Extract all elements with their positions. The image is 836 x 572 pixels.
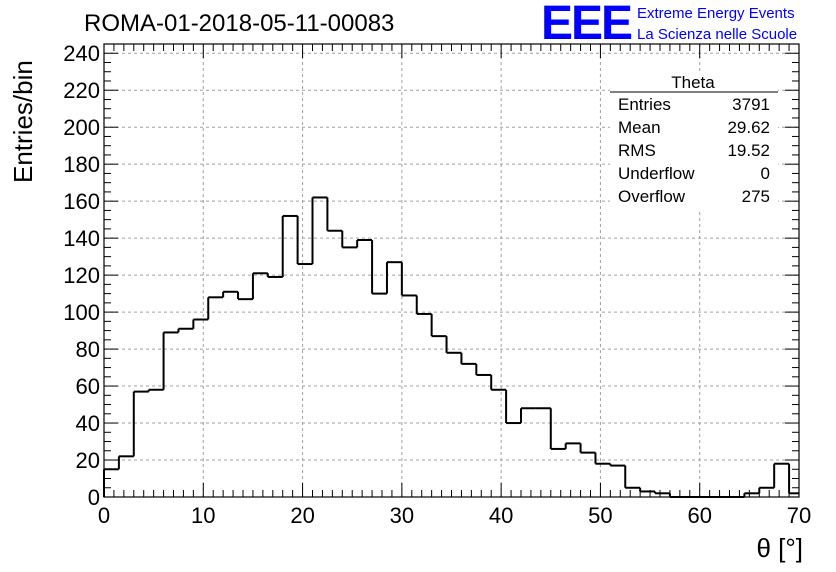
stats-box: Theta Entries 3791 Mean 29.62 RMS 19.52 …	[610, 71, 778, 211]
y-tick-label-11: 220	[63, 78, 100, 103]
eee-logo: EEE Extreme Energy Events La Scienza nel…	[541, 0, 797, 50]
stats-value-underflow: 0	[761, 164, 770, 183]
x-tick-label-5: 50	[588, 503, 612, 528]
y-tick-label-6: 120	[63, 263, 100, 288]
stats-value-mean: 29.62	[727, 118, 770, 137]
stats-value-overflow: 275	[742, 187, 770, 206]
y-tick-label-9: 180	[63, 152, 100, 177]
stats-label-underflow: Underflow	[618, 164, 695, 183]
axis-ticks	[103, 43, 800, 498]
grid-lines	[104, 44, 799, 497]
x-tick-labels: 0 10 20 30 40 50 60 70	[98, 503, 811, 528]
logo-line-1: Extreme Energy Events	[637, 5, 795, 22]
x-tick-label-3: 30	[390, 503, 414, 528]
histogram-series	[103, 196, 799, 498]
y-tick-label-0: 0	[88, 485, 100, 510]
x-tick-label-4: 40	[489, 503, 513, 528]
stats-value-entries: 3791	[732, 95, 770, 114]
x-tick-label-0: 0	[98, 503, 110, 528]
y-tick-label-5: 100	[63, 300, 100, 325]
stats-box-title: Theta	[671, 73, 715, 92]
y-tick-label-2: 40	[76, 411, 100, 436]
y-tick-label-1: 20	[76, 448, 100, 473]
y-axis-label: Entries/bin	[8, 60, 38, 183]
logo-line-2: La Scienza nelle Scuole	[637, 26, 797, 43]
x-tick-label-6: 60	[687, 503, 711, 528]
stats-label-entries: Entries	[618, 95, 671, 114]
y-tick-label-7: 140	[63, 226, 100, 251]
stats-value-rms: 19.52	[727, 141, 770, 160]
y-tick-label-4: 80	[76, 337, 100, 362]
x-tick-label-7: 70	[787, 503, 811, 528]
x-tick-label-1: 10	[191, 503, 215, 528]
x-tick-label-2: 20	[290, 503, 314, 528]
stats-label-rms: RMS	[618, 141, 656, 160]
y-tick-label-12: 240	[63, 41, 100, 66]
stats-label-mean: Mean	[618, 118, 661, 137]
stats-box-background	[610, 71, 778, 211]
x-axis-label: θ [°]	[756, 533, 803, 563]
y-tick-label-3: 60	[76, 374, 100, 399]
y-tick-labels: 0 20 40 60 80 100 120 140 160 180 200 220 240	[63, 41, 100, 510]
y-tick-label-10: 200	[63, 115, 100, 140]
stats-label-overflow: Overflow	[618, 187, 686, 206]
logo-mark: EEE	[541, 0, 632, 50]
chart-title: ROMA-01-2018-05-11-00083	[84, 10, 394, 37]
y-tick-label-8: 160	[63, 189, 100, 214]
